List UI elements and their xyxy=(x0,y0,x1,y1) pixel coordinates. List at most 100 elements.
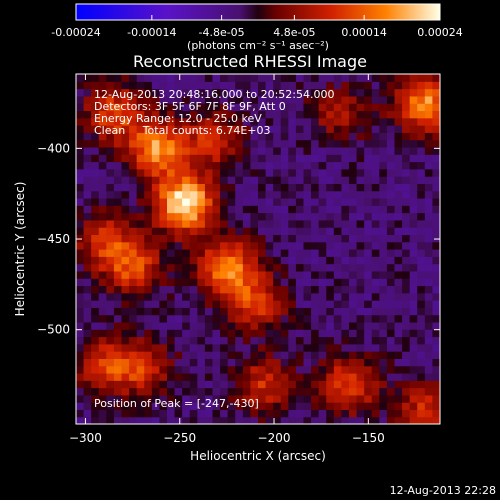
heatmap-cell xyxy=(364,343,373,352)
heatmap-cell xyxy=(273,88,282,97)
heatmap-cell xyxy=(371,125,380,133)
heatmap-cell xyxy=(295,139,305,148)
heatmap-cell xyxy=(129,219,138,228)
heatmap-cell xyxy=(280,278,289,287)
heatmap-cell xyxy=(167,168,176,177)
heatmap-cell xyxy=(182,358,191,367)
heatmap-cell xyxy=(333,256,343,265)
heatmap-cell xyxy=(424,365,434,374)
heatmap-cell xyxy=(144,307,153,316)
heatmap-cell xyxy=(227,336,236,345)
heatmap-cell xyxy=(129,88,138,97)
heatmap-cell xyxy=(159,358,168,367)
heatmap-cell xyxy=(182,146,191,155)
heatmap-cell xyxy=(106,387,115,396)
heatmap-cell xyxy=(212,365,221,374)
heatmap-cell xyxy=(136,139,145,148)
heatmap-cell xyxy=(258,365,267,374)
heatmap-cell xyxy=(144,380,153,389)
heatmap-cell xyxy=(295,358,305,367)
heatmap-cell xyxy=(113,343,123,352)
heatmap-cell xyxy=(280,300,289,308)
heatmap-cell xyxy=(136,132,145,141)
heatmap-cell xyxy=(303,146,312,155)
heatmap-cell xyxy=(235,365,244,374)
heatmap-cell xyxy=(349,117,358,126)
heatmap-cell xyxy=(288,139,297,148)
heatmap-cell xyxy=(333,372,343,381)
heatmap-cell xyxy=(98,219,107,228)
heatmap-cell xyxy=(174,292,183,301)
heatmap-cell xyxy=(113,168,123,177)
heatmap-cell xyxy=(295,292,305,301)
heatmap-cell xyxy=(98,336,107,345)
heatmap-cell xyxy=(129,146,138,155)
heatmap-cell xyxy=(250,139,259,148)
heatmap-cell xyxy=(265,394,274,403)
heatmap-cell xyxy=(220,329,229,338)
heatmap-cell xyxy=(311,343,320,352)
heatmap-cell xyxy=(189,154,198,163)
heatmap-cell xyxy=(220,227,229,236)
heatmap-cell xyxy=(220,402,229,411)
heatmap-cell xyxy=(280,125,289,133)
heatmap-cell xyxy=(113,117,123,126)
heatmap-cell xyxy=(432,125,440,133)
heatmap-cell xyxy=(318,234,327,243)
heatmap-cell xyxy=(341,278,350,287)
heatmap-cell xyxy=(197,74,206,82)
heatmap-cell xyxy=(121,125,130,133)
heatmap-cell xyxy=(91,336,100,345)
heatmap-cell xyxy=(227,358,236,367)
heatmap-cell xyxy=(311,278,320,287)
heatmap-cell xyxy=(220,285,229,294)
heatmap-cell xyxy=(280,365,289,374)
heatmap-cell xyxy=(212,256,221,265)
heatmap-cell xyxy=(76,125,85,133)
heatmap-cell xyxy=(280,394,289,403)
heatmap-cell xyxy=(394,227,403,236)
heatmap-cell xyxy=(136,125,145,133)
heatmap-cell xyxy=(106,117,115,126)
heatmap-cell xyxy=(333,416,343,424)
heatmap-cell xyxy=(197,249,206,257)
heatmap-cell xyxy=(273,307,282,316)
heatmap-cell xyxy=(432,394,440,403)
heatmap-cell xyxy=(417,300,426,308)
heatmap-cell xyxy=(341,365,350,374)
heatmap-cell xyxy=(326,168,335,177)
heatmap-cell xyxy=(273,416,282,424)
heatmap-cell xyxy=(76,285,85,294)
heatmap-cell xyxy=(326,336,335,345)
heatmap-cell xyxy=(326,241,335,250)
heatmap-cell xyxy=(280,205,289,214)
heatmap-cell xyxy=(197,110,206,119)
heatmap-cell xyxy=(333,190,343,199)
heatmap-cell xyxy=(174,256,183,265)
heatmap-cell xyxy=(417,154,426,163)
heatmap-cell xyxy=(250,314,259,323)
heatmap-cell xyxy=(349,249,358,257)
heatmap-cell xyxy=(326,212,335,221)
heatmap-cell xyxy=(349,219,358,228)
heatmap-cell xyxy=(280,88,289,97)
heatmap-cell xyxy=(91,409,100,418)
heatmap-cell xyxy=(432,249,440,257)
heatmap-cell xyxy=(409,314,418,323)
heatmap-cell xyxy=(402,190,411,199)
heatmap-cell xyxy=(379,227,388,236)
heatmap-cell xyxy=(386,88,396,97)
heatmap-cell xyxy=(432,314,440,323)
heatmap-cell xyxy=(136,190,145,199)
heatmap-cell xyxy=(174,125,183,133)
heatmap-cell xyxy=(144,409,153,418)
heatmap-cell xyxy=(235,74,244,82)
heatmap-cell xyxy=(76,146,85,155)
heatmap-cell xyxy=(167,146,176,155)
heatmap-cell xyxy=(326,307,335,316)
heatmap-cell xyxy=(250,321,259,330)
heatmap-cell xyxy=(333,321,343,330)
heatmap-cell xyxy=(197,219,206,228)
heatmap-cell xyxy=(204,190,214,199)
heatmap-cell xyxy=(273,197,282,206)
